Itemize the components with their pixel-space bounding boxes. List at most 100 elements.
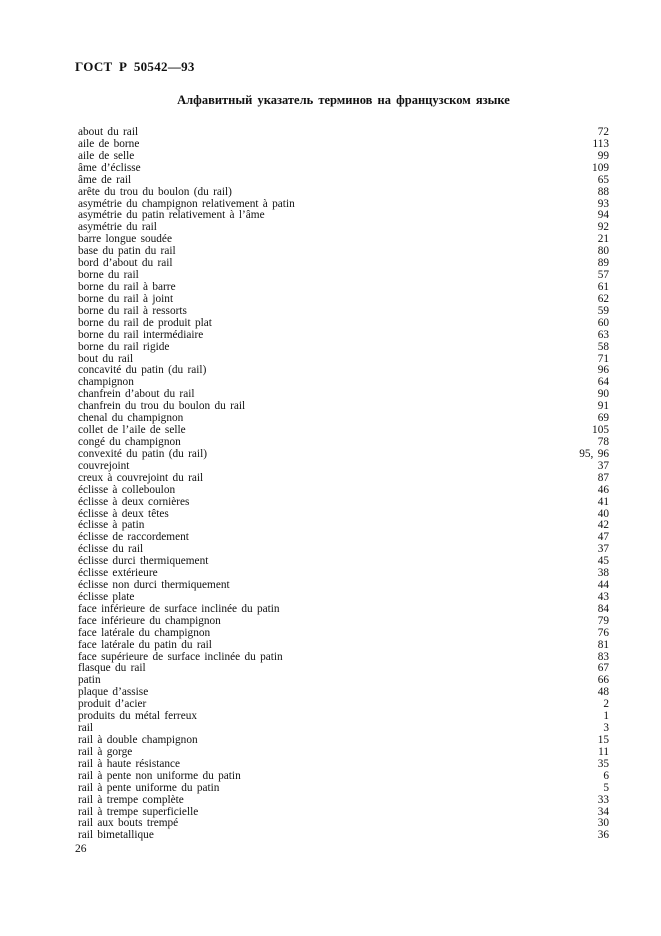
page-ref: 109 (592, 161, 609, 174)
index-row: convexité du patin (du rail) 95, 96 (78, 447, 609, 461)
term-label: plaque d’assise (78, 686, 149, 699)
index-row: rail 3 (78, 722, 609, 735)
index-row: arête du trou du boulon (du rail) 88 (78, 185, 609, 199)
term-label: rail à trempe complète (78, 793, 184, 806)
page-ref: 89 (597, 257, 609, 270)
page-ref: 30 (597, 817, 609, 830)
page-ref: 64 (597, 376, 609, 389)
term-label: éclisse du rail (78, 543, 144, 556)
index-row: chanfrein d’about du rail 90 (78, 388, 609, 401)
page-ref: 62 (597, 292, 609, 305)
index-row: face inférieure de surface inclinée du p… (78, 602, 609, 616)
term-label: chenal du champignon (78, 412, 184, 425)
page-ref: 42 (597, 519, 609, 532)
index-row: aile de borne 113 (78, 137, 609, 151)
page-ref: 38 (597, 567, 609, 580)
index-row: asymétrie du rail 92 (78, 221, 609, 234)
page-ref: 3 (603, 722, 609, 735)
term-label: bout du rail (78, 352, 134, 365)
term-label: éclisse à deux têtes (78, 507, 169, 520)
term-label: patin (78, 674, 101, 687)
term-label: champignon (78, 376, 134, 389)
index-row: bout du rail 71 (78, 352, 609, 366)
index-row: rail bimetallique 36 (78, 829, 609, 842)
term-label: éclisse plate (78, 590, 135, 603)
page-ref: 40 (597, 507, 609, 520)
term-label: éclisse à patin (78, 519, 145, 532)
index-row: éclisse à patin 42 (78, 519, 609, 532)
index-row: borne du rail à ressorts 59 (78, 304, 609, 318)
page-ref: 61 (597, 280, 609, 293)
index-row: base du patin du rail 80 (78, 245, 609, 258)
term-label: chanfrein du trou du boulon du rail (78, 400, 246, 413)
term-label: face latérale du champignon (78, 626, 211, 639)
page-ref: 43 (597, 590, 609, 603)
page-ref: 15 (597, 734, 609, 747)
term-label: concavité du patin (du rail) (78, 364, 207, 377)
page-ref: 71 (597, 352, 609, 365)
index-row: borne du rail de produit plat 60 (78, 316, 609, 330)
index-row: chanfrein du trou du boulon du rail 91 (78, 400, 609, 413)
page-ref: 5 (603, 781, 609, 794)
term-label: rail à double champignon (78, 734, 198, 747)
page-ref: 94 (597, 209, 609, 222)
term-label: éclisse à deux cornières (78, 495, 190, 508)
index-row: éclisse extérieure 38 (78, 567, 609, 580)
page-ref: 69 (597, 412, 609, 425)
page-ref: 96 (597, 364, 609, 377)
term-label: âme d’éclisse (78, 161, 141, 174)
term-label: arête du trou du boulon (du rail) (78, 185, 232, 198)
page-ref: 37 (597, 543, 609, 556)
term-label: borne du rail à ressorts (78, 304, 187, 317)
page-ref: 11 (598, 745, 609, 758)
index-row: âme d’éclisse 109 (78, 161, 609, 175)
term-label: aile de selle (78, 149, 135, 162)
index-row: rail à pente uniforme du patin 5 (78, 781, 609, 795)
page-ref: 65 (597, 173, 609, 186)
page-ref: 35 (597, 757, 609, 770)
term-label: aile de borne (78, 137, 140, 150)
term-label: rail (78, 722, 94, 735)
page-ref: 92 (597, 221, 609, 234)
index-row: rail à haute résistance 35 (78, 757, 609, 771)
index-row: asymétrie du champignon relativement à p… (78, 198, 609, 211)
page-ref: 46 (597, 483, 609, 496)
index-list: about du rail 72 aile de borne 113 aile … (78, 126, 609, 842)
index-row: éclisse du rail 37 (78, 543, 609, 556)
term-label: borne du rail intermédiaire (78, 328, 204, 341)
term-label: produit d’acier (78, 698, 147, 711)
page-ref: 2 (603, 698, 609, 711)
index-row: creux à couvrejoint du rail 87 (78, 472, 609, 485)
term-label: couvrejoint (78, 459, 130, 472)
page-ref: 84 (597, 602, 609, 615)
page-ref: 113 (592, 137, 609, 150)
term-label: borne du rail rigide (78, 340, 170, 353)
page-ref: 33 (597, 793, 609, 806)
page-ref: 60 (597, 316, 609, 329)
index-row: âme de rail 65 (78, 173, 609, 187)
index-row: about du rail 72 (78, 126, 609, 139)
index-row: produit d’acier 2 (78, 698, 609, 711)
index-row: collet de l’aile de selle 105 (78, 424, 609, 437)
page-ref: 59 (597, 304, 609, 317)
index-row: asymétrie du patin relativement à l’âme … (78, 210, 609, 222)
term-label: asymétrie du patin relativement à l’âme (78, 209, 265, 222)
term-label: rail à haute résistance (78, 757, 181, 770)
page-ref: 21 (597, 233, 609, 246)
page-ref: 99 (597, 149, 609, 162)
index-row: éclisse à deux cornières 41 (78, 495, 609, 509)
term-label: rail à trempe superficielle (78, 805, 199, 818)
term-label: rail aux bouts trempé (78, 817, 179, 830)
term-label: éclisse extérieure (78, 567, 158, 580)
term-label: asymétrie du rail (78, 221, 157, 234)
term-label: âme de rail (78, 173, 132, 186)
page-ref: 105 (592, 424, 609, 437)
page-ref: 41 (597, 495, 609, 508)
term-label: convexité du patin (du rail) (78, 447, 207, 460)
page-ref: 79 (597, 614, 609, 627)
index-row: borne du rail 57 (78, 269, 609, 282)
index-row: face supérieure de surface inclinée du p… (78, 651, 609, 664)
index-row: produits du métal ferreux 1 (78, 710, 609, 723)
index-row: éclisse durci thermiquement 45 (78, 555, 609, 568)
term-label: about du rail (78, 126, 139, 138)
